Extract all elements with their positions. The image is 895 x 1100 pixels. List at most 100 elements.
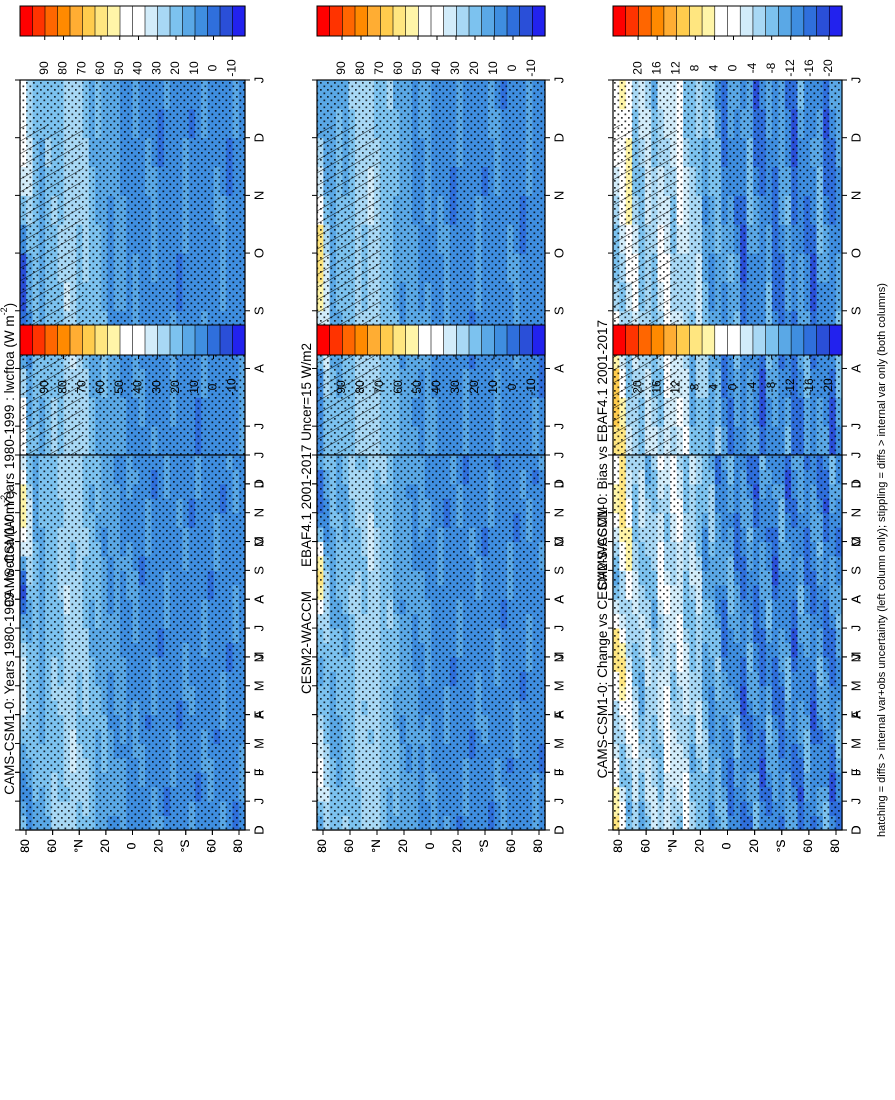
month-tick-label: M <box>848 652 863 663</box>
colorbar-tick-label: 10 <box>486 380 500 394</box>
month-tick-label: J <box>551 625 566 632</box>
colorbar-swatch <box>19 5 34 37</box>
month-tick-label: M <box>251 738 266 749</box>
colorbar-tick-label: 4 <box>707 64 721 71</box>
latitude-tick-label: 0 <box>423 842 437 849</box>
month-tick-label: D <box>848 825 863 834</box>
month-tick-label: S <box>551 306 566 315</box>
colorbar-swatch <box>612 5 627 37</box>
month-tick-label: O <box>251 248 266 258</box>
colorbar-swatch <box>765 5 779 37</box>
month-tick-label: A <box>551 595 566 604</box>
colorbar-tick-label: 0 <box>726 64 740 71</box>
colorbar-tick-label: -4 <box>745 62 759 73</box>
colorbar-tick-label: 20 <box>630 61 644 75</box>
month-tick-label: F <box>551 768 566 776</box>
month-tick-label: J <box>551 452 566 459</box>
latitude-tick-label: °S <box>178 840 192 853</box>
latitude-tick-label: °N <box>369 839 383 852</box>
colorbar-swatch <box>689 5 703 37</box>
colorbar-swatch <box>342 324 356 356</box>
latitude-tick-label: 60 <box>342 839 356 853</box>
colorbar-tick-label: 60 <box>93 61 107 75</box>
colorbar-p5: 20 16 12 8 4 0 -4 -8 -12 -16 -20 <box>612 5 843 77</box>
colorbar-swatch <box>532 324 546 356</box>
colorbar-swatch <box>354 5 369 37</box>
latitude-tick-label: 80 <box>18 839 32 853</box>
month-tick-label: M <box>551 680 566 691</box>
colorbar-swatch <box>107 324 121 356</box>
month-tick-label: J <box>251 77 266 84</box>
colorbar-swatch <box>481 5 495 37</box>
colorbar-tick-label: 80 <box>56 380 70 394</box>
colorbar-swatch <box>44 5 59 37</box>
colorbar-swatch <box>194 324 209 356</box>
colorbar-tick-label: 80 <box>353 380 367 394</box>
month-tick-label: N <box>551 508 566 517</box>
month-tick-label: M <box>551 738 566 749</box>
latitude-tick-label: 80 <box>231 839 245 853</box>
latitude-tick-label: °N <box>665 839 679 852</box>
latitude-tick-label: 20 <box>396 839 410 853</box>
month-tick-label: F <box>551 711 566 719</box>
colorbar-tick-label: 20 <box>467 61 481 75</box>
colorbar-tick-label: -10 <box>224 378 238 396</box>
panel-title: EBAF4.1 2001-2017 Uncer=15 W/m2 <box>299 343 314 567</box>
colorbar-swatch <box>342 5 356 37</box>
colorbar-tick-label: 30 <box>448 380 462 394</box>
month-tick-label: J <box>251 654 266 661</box>
colorbar-tick-label: 50 <box>112 61 126 75</box>
latitude-tick-label: 80 <box>315 839 329 853</box>
latitude-tick-label: 80 <box>315 839 329 853</box>
colorbar-tick-label: 70 <box>372 61 386 75</box>
colorbar-swatch <box>506 324 521 356</box>
colorbar-swatch <box>418 5 432 37</box>
colorbar-swatch <box>329 5 343 37</box>
colorbar-tick-label: 80 <box>353 61 367 75</box>
latitude-tick-label: 0 <box>423 842 437 849</box>
month-tick-label: A <box>551 364 566 373</box>
colorbar-swatch <box>430 5 445 37</box>
colorbar-swatch <box>443 5 457 37</box>
latitude-tick-label: 0 <box>125 842 139 849</box>
colorbar-swatch <box>701 5 716 37</box>
colorbar-swatch <box>739 5 754 37</box>
colorbar-swatch <box>329 324 343 356</box>
colorbar-swatch <box>132 5 146 37</box>
colorbar-swatch <box>367 324 381 356</box>
colorbar-p3: 90 80 70 60 50 40 30 20 10 0 -10 <box>316 5 546 77</box>
colorbar-tick-label: 10 <box>187 61 201 75</box>
latitude-tick-label: 60 <box>801 839 815 853</box>
colorbar-tick-label: 0 <box>505 383 519 390</box>
colorbar-swatch <box>638 5 652 37</box>
colorbar-tick-label: 60 <box>391 380 405 394</box>
colorbar-swatch <box>182 324 196 356</box>
colorbar-swatch <box>44 324 59 356</box>
latitude-tick-label: °N <box>71 839 85 852</box>
latitude-tick-label: 80 <box>18 839 32 853</box>
colorbar-tick-label: 10 <box>486 61 500 75</box>
colorbar-tick-label: 0 <box>505 64 519 71</box>
month-tick-label: J <box>251 769 266 776</box>
colorbar-tick-label: -8 <box>764 62 778 73</box>
month-tick-label: A <box>251 710 266 719</box>
month-tick-label: D <box>251 825 266 834</box>
colorbar-swatch <box>169 324 184 356</box>
colorbar-swatch <box>456 5 470 37</box>
colorbar-swatch <box>367 5 381 37</box>
colorbar-p1: 90 80 70 60 50 40 30 20 10 0 -10 <box>19 5 246 77</box>
colorbar-swatch <box>481 324 495 356</box>
colorbar-tick-label: 30 <box>448 61 462 75</box>
month-tick-label: D <box>551 133 566 142</box>
latitude-tick-label: 60 <box>638 839 652 853</box>
colorbar-tick-label: 90 <box>37 380 51 394</box>
latitude-tick-label: 80 <box>828 839 842 853</box>
colorbar-swatch <box>157 5 171 37</box>
colorbar-tick-label: 40 <box>429 380 443 394</box>
colorbar-tick-label: 40 <box>429 61 443 75</box>
colorbar-tick-label: 60 <box>391 61 405 75</box>
colorbar-swatch <box>69 5 84 37</box>
colorbar-tick-label: 50 <box>410 61 424 75</box>
